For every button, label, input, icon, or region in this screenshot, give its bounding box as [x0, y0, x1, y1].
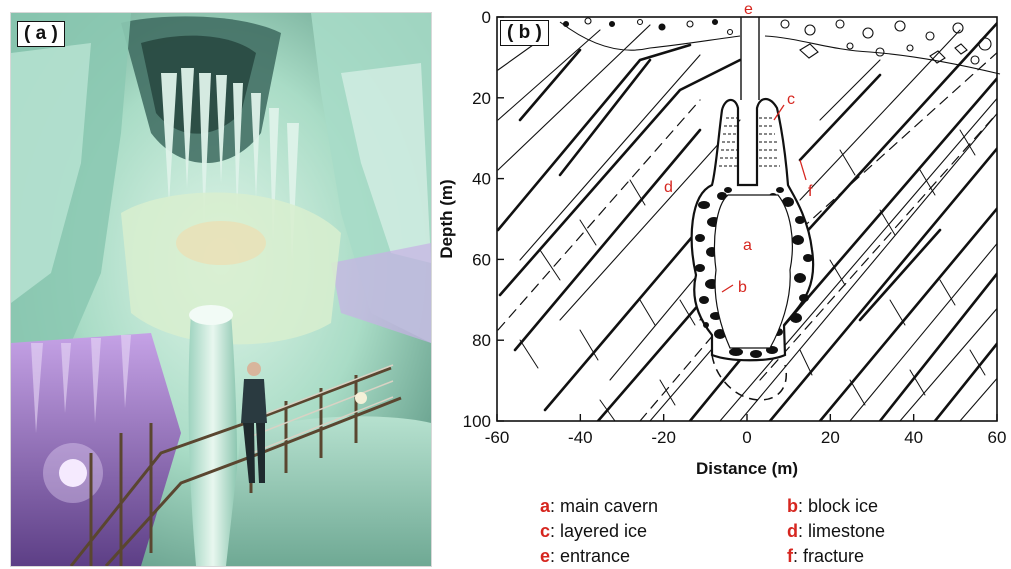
x-tick-label: -20: [651, 428, 676, 447]
y-tick-label: 40: [472, 170, 491, 189]
x-tick-label: 20: [821, 428, 840, 447]
x-axis: -60 -40 -20 0 20 40 60: [485, 414, 1007, 447]
ice-cave-photo-illustration: [11, 13, 431, 566]
y-axis-title: Depth (m): [437, 179, 456, 258]
x-tick-label: 60: [988, 428, 1007, 447]
x-tick-label: -60: [485, 428, 510, 447]
marker-e: e: [744, 1, 753, 18]
ice-cave-photo: ( a ): [10, 12, 432, 567]
marker-leaders: [721, 104, 807, 293]
surface-rubble: [559, 17, 1001, 75]
panel-a-tag: ( a ): [17, 21, 65, 47]
marker-a: a: [743, 237, 752, 254]
x-tick-label: 40: [904, 428, 923, 447]
y-tick-label: 20: [472, 89, 491, 108]
legend-item-d: d: limestone: [787, 521, 886, 541]
y-tick-label: 0: [482, 8, 491, 27]
legend-item-e: e: entrance: [540, 546, 631, 566]
marker-c: c: [787, 91, 795, 108]
legend-item-c: c: layered ice: [540, 521, 648, 541]
x-tick-label: 0: [742, 428, 751, 447]
panel-b-tag: ( b ): [500, 20, 549, 46]
marker-b: b: [738, 279, 747, 296]
y-axis: 0 20 40 60 80 100: [463, 8, 504, 431]
x-axis-title: Distance (m): [696, 459, 798, 478]
visitor-figure: [241, 362, 267, 483]
marker-f: f: [808, 183, 813, 200]
y-tick-label: 60: [472, 250, 491, 269]
legend-item-f: f: fracture: [787, 546, 865, 566]
legend-item-b: b: block ice: [787, 496, 879, 516]
legend-item-a: a: main cavern: [540, 496, 659, 516]
cavern-section: [690, 97, 815, 401]
x-tick-label: -40: [568, 428, 593, 447]
limestone-strata: [497, 21, 997, 421]
y-tick-label: 80: [472, 331, 491, 350]
marker-d: d: [664, 179, 673, 196]
y-tick-label: 100: [463, 412, 491, 431]
entrance-shaft: [740, 17, 760, 100]
